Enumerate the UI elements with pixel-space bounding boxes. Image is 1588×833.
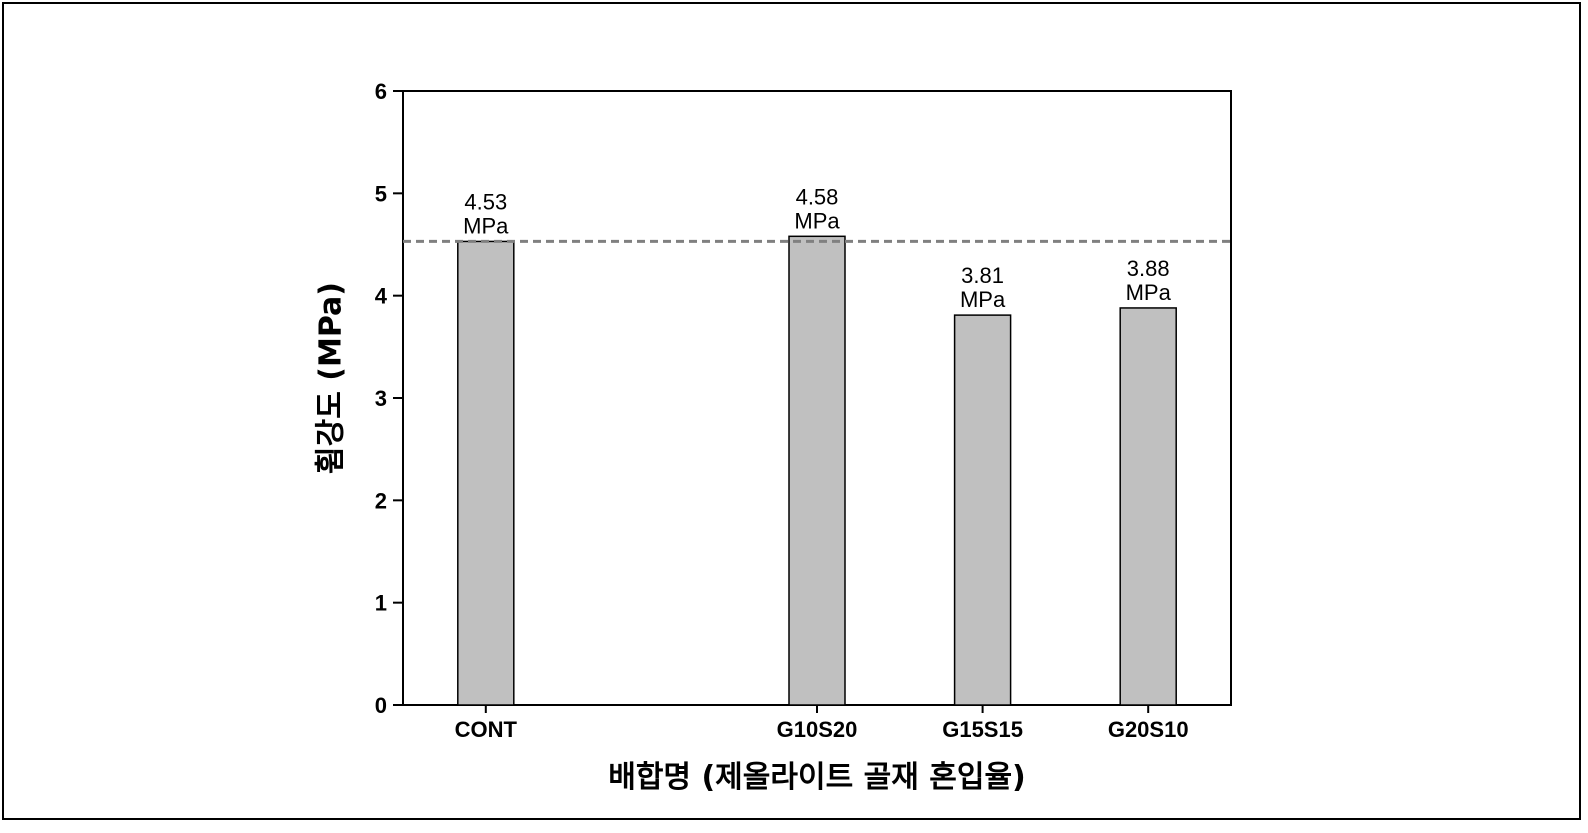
- x-tick-label: G20S10: [1108, 717, 1189, 742]
- data-label-value: 4.53: [464, 189, 507, 214]
- data-label-value: 4.58: [796, 184, 839, 209]
- bar-cont: [457, 240, 515, 706]
- y-tick-label: 3: [375, 386, 387, 411]
- x-tick-label: CONT: [455, 717, 518, 742]
- y-tick-label: 1: [375, 591, 387, 616]
- bar-g20s10: [1119, 307, 1177, 706]
- y-tick-label: 5: [375, 181, 387, 206]
- x-axis-ticks: CONT G10S20 G15S15 G20S10: [455, 705, 1189, 742]
- y-axis-title: 휨강도 (MPa): [314, 282, 349, 474]
- figure-frame: [2, 2, 1581, 820]
- data-label-value: 3.88: [1127, 256, 1170, 281]
- x-tick-label: G15S15: [942, 717, 1023, 742]
- bars: [457, 235, 1177, 706]
- y-tick-label: 0: [375, 693, 387, 718]
- data-label-unit: MPa: [794, 208, 840, 233]
- y-tick-label: 6: [375, 79, 387, 104]
- data-label-unit: MPa: [960, 287, 1006, 312]
- data-label-value: 3.81: [961, 263, 1004, 288]
- x-axis-title: 배합명 (제올라이트 골재 혼입율): [608, 760, 1026, 795]
- x-tick-label: G10S20: [777, 717, 858, 742]
- data-label-unit: MPa: [1126, 280, 1172, 305]
- bar-g10s20: [788, 235, 846, 706]
- y-axis-ticks: 0 1 2 3 4 5 6: [375, 79, 403, 718]
- data-label-unit: MPa: [463, 213, 509, 238]
- y-tick-label: 2: [375, 488, 387, 513]
- y-tick-label: 4: [375, 284, 388, 309]
- bar-g15s15: [953, 314, 1012, 706]
